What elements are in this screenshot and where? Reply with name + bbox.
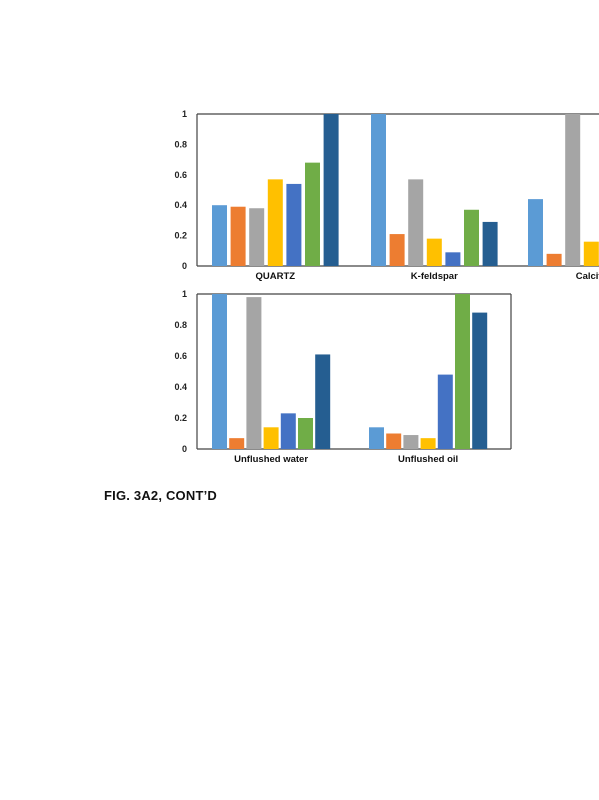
chart-2: 0 0.2 0.4 0.6 0.8 1 Unflushed water Unflushed o…: [174, 289, 512, 465]
bar-unflushed-oil-s3: [403, 435, 419, 449]
y-tick-label: 1: [182, 109, 187, 119]
bar-unflushed-oil-s4: [420, 438, 436, 449]
y-tick-label: 0.2: [174, 231, 187, 241]
bar-k-feldspar-s3: [408, 179, 424, 266]
y-tick-label: 0.2: [174, 413, 187, 423]
category-label: Unflushed water: [234, 454, 308, 465]
bar-unflushed-oil-s7: [472, 312, 488, 449]
bar-quartz-s7: [323, 114, 339, 266]
figure-caption: FIG. 3A2, CONT’D: [104, 488, 217, 503]
bar-unflushed-water-s5: [280, 413, 296, 449]
y-tick-label: 0: [182, 261, 187, 271]
category-label: Unflushed oil: [398, 454, 458, 465]
bar-unflushed-oil-s1: [369, 427, 384, 449]
bar-quartz-s5: [286, 183, 302, 266]
bar-quartz-s2: [230, 206, 246, 266]
y-tick-label: 0.8: [174, 320, 187, 330]
bar-k-feldspar-s6: [464, 209, 479, 266]
bar-quartz-s4: [267, 179, 283, 266]
bar-k-feldspar-s7: [482, 221, 498, 266]
category-label: QUARTZ: [256, 271, 296, 282]
bar-unflushed-oil-s2: [386, 433, 402, 449]
bar-quartz-s6: [305, 162, 320, 266]
bar-calcite-s3: [565, 114, 581, 266]
bar-calcite-s4: [583, 241, 599, 266]
bar-k-feldspar-s4: [426, 238, 442, 266]
bar-calcite-s1: [528, 199, 543, 266]
y-tick-label: 0.6: [174, 170, 187, 180]
bar-unflushed-water-s4: [263, 427, 279, 449]
y-tick-label: 1: [182, 289, 187, 299]
bar-unflushed-water-s7: [315, 354, 331, 449]
bar-k-feldspar-s1: [371, 114, 386, 266]
category-label: K-feldspar: [411, 271, 458, 282]
y-tick-label: 0.4: [174, 382, 187, 392]
bar-unflushed-water-s6: [298, 418, 313, 449]
chart-1: 0 0.2 0.4 0.6 0.8 1 QUARTZ K-feldspar Calcite: [174, 109, 599, 282]
category-label: Calcite: [576, 271, 599, 282]
y-tick-label: 0.6: [174, 351, 187, 361]
bar-unflushed-water-s3: [246, 297, 262, 449]
bar-calcite-s2: [546, 253, 562, 266]
y-tick-label: 0.4: [174, 200, 187, 210]
y-tick-label: 0: [182, 444, 187, 454]
y-tick-label: 0.8: [174, 139, 187, 149]
bar-unflushed-water-s2: [229, 438, 245, 449]
bar-unflushed-water-s1: [212, 294, 227, 449]
bar-quartz-s1: [212, 205, 227, 266]
bar-quartz-s3: [249, 208, 265, 266]
bar-k-feldspar-s2: [389, 234, 405, 266]
bar-unflushed-oil-s6: [455, 294, 470, 449]
bar-k-feldspar-s5: [445, 252, 461, 266]
bar-unflushed-oil-s5: [437, 374, 453, 449]
